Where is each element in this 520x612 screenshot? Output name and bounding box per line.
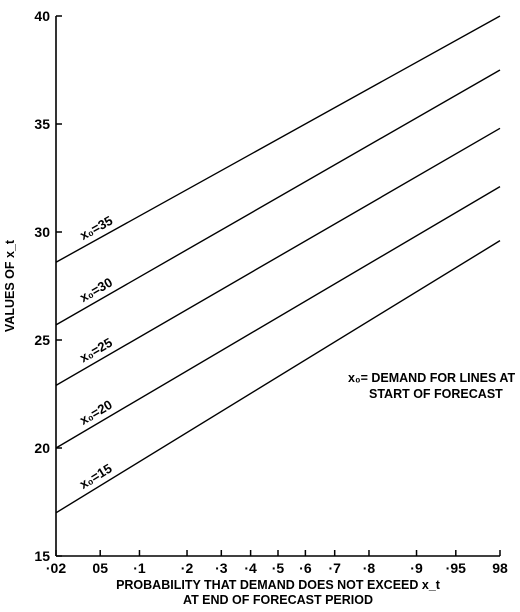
series-lines	[55, 15, 501, 514]
y-axis-title: VALUES OF x_t	[3, 239, 17, 332]
x-tick-label: ·8	[363, 560, 376, 576]
x-tick-label: ·9	[410, 560, 423, 576]
series-label: x₀=35	[77, 213, 115, 243]
series-label: x₀=25	[77, 335, 115, 366]
y-tick-label: 15	[34, 548, 50, 564]
series-label: x₀=30	[77, 274, 115, 305]
y-tick-label: 40	[34, 8, 50, 24]
series-line	[55, 69, 501, 326]
x-tick-label: ·4	[244, 560, 257, 576]
x-ticks: ·02 05 ·1 ·2 ·3 ·4 ·5 ·6 ·7 ·8 ·9 ·95 98	[46, 550, 508, 576]
y-tick-label: 30	[34, 224, 50, 240]
series-line	[55, 186, 501, 449]
x-tick-label: ·7	[328, 560, 341, 576]
x-tick-label: ·5	[272, 560, 285, 576]
x-tick-label: ·6	[299, 560, 312, 576]
y-tick-label: 35	[34, 116, 50, 132]
x-tick-label: ·2	[181, 560, 194, 576]
x-tick-label: 98	[492, 560, 508, 576]
y-tick-label: 25	[34, 332, 50, 348]
y-ticks: 15 20 25 30 35 40	[34, 8, 62, 564]
x-tick-label: ·1	[133, 560, 146, 576]
y-tick-label: 20	[34, 440, 50, 456]
series-line	[55, 127, 501, 386]
x-tick-label: ·95	[446, 560, 466, 576]
x-tick-label: ·02	[46, 560, 66, 576]
x-tick-label: ·3	[215, 560, 228, 576]
x-axis-title-line-1: PROBABILITY THAT DEMAND DOES NOT EXCEED …	[116, 578, 441, 592]
x-tick-label: 05	[92, 560, 108, 576]
series-line	[55, 15, 501, 263]
legend-note-line-2: START OF FORECAST	[369, 387, 503, 401]
series-label: x₀=15	[77, 461, 115, 492]
series-label: x₀=20	[77, 397, 115, 428]
legend-note-line-1: x₀= DEMAND FOR LINES AT	[348, 371, 515, 385]
x-axis-title-line-2: AT END OF FORECAST PERIOD	[183, 593, 373, 607]
series-labels: x₀=35 x₀=30 x₀=25 x₀=20 x₀=15	[77, 213, 115, 492]
series-line	[55, 240, 501, 514]
